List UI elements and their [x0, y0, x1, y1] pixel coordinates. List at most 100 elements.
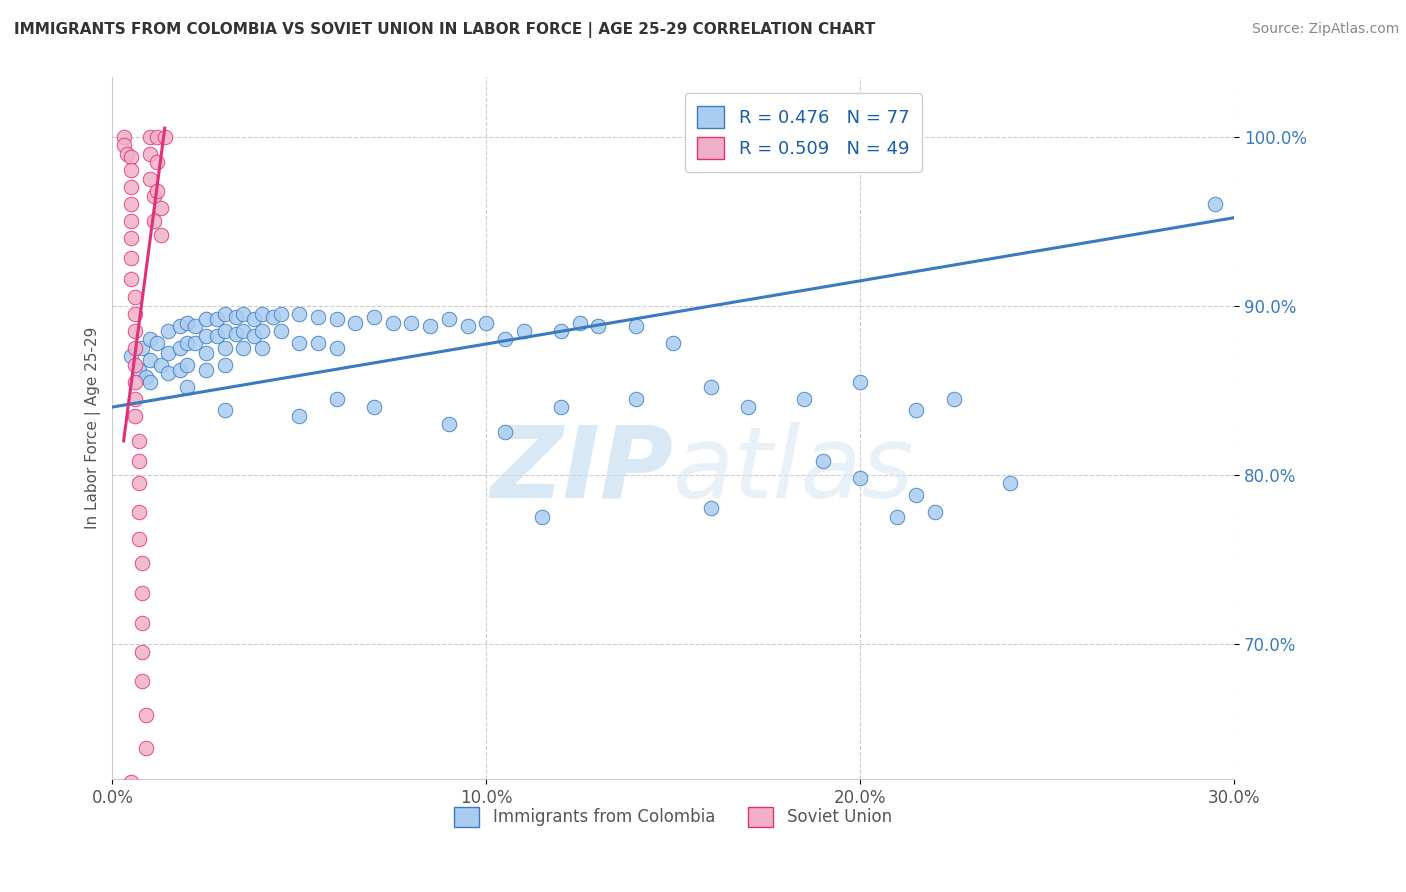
Point — [117, 146, 139, 161]
Point — [325, 392, 347, 406]
Point — [419, 318, 441, 333]
Point — [176, 380, 198, 394]
Point — [512, 324, 534, 338]
Point — [128, 505, 150, 519]
Point — [124, 324, 146, 338]
Point — [243, 312, 266, 326]
Point — [128, 454, 150, 468]
Point — [146, 155, 169, 169]
Point — [120, 349, 142, 363]
Point — [457, 318, 479, 333]
Point — [232, 307, 254, 321]
Point — [262, 310, 284, 325]
Point — [699, 501, 721, 516]
Point — [550, 324, 572, 338]
Point — [307, 310, 329, 325]
Point — [494, 425, 516, 440]
Point — [128, 434, 150, 448]
Point — [112, 129, 135, 144]
Point — [344, 316, 367, 330]
Point — [169, 318, 191, 333]
Point — [139, 129, 162, 144]
Point — [624, 392, 647, 406]
Point — [475, 316, 498, 330]
Point — [232, 341, 254, 355]
Point — [131, 645, 153, 659]
Point — [437, 312, 460, 326]
Legend: Immigrants from Colombia, Soviet Union: Immigrants from Colombia, Soviet Union — [447, 800, 898, 834]
Point — [363, 400, 385, 414]
Point — [905, 488, 928, 502]
Point — [120, 150, 142, 164]
Point — [131, 616, 153, 631]
Point — [135, 741, 157, 756]
Point — [214, 358, 236, 372]
Point — [214, 403, 236, 417]
Point — [120, 163, 142, 178]
Point — [128, 363, 150, 377]
Point — [124, 358, 146, 372]
Point — [120, 214, 142, 228]
Point — [699, 380, 721, 394]
Point — [142, 188, 165, 202]
Point — [793, 392, 815, 406]
Text: atlas: atlas — [673, 422, 915, 519]
Point — [169, 341, 191, 355]
Point — [139, 375, 162, 389]
Point — [183, 318, 205, 333]
Point — [142, 214, 165, 228]
Point — [120, 775, 142, 789]
Point — [243, 329, 266, 343]
Point — [250, 324, 273, 338]
Point — [270, 324, 292, 338]
Point — [146, 335, 169, 350]
Text: IMMIGRANTS FROM COLOMBIA VS SOVIET UNION IN LABOR FORCE | AGE 25-29 CORRELATION : IMMIGRANTS FROM COLOMBIA VS SOVIET UNION… — [14, 22, 876, 38]
Point — [131, 673, 153, 688]
Point — [120, 809, 142, 823]
Point — [194, 329, 217, 343]
Text: ZIP: ZIP — [491, 422, 673, 519]
Point — [194, 312, 217, 326]
Point — [157, 324, 180, 338]
Point — [288, 409, 311, 423]
Point — [325, 312, 347, 326]
Point — [225, 327, 247, 342]
Point — [131, 341, 153, 355]
Point — [325, 341, 347, 355]
Point — [624, 318, 647, 333]
Point — [494, 333, 516, 347]
Point — [662, 335, 685, 350]
Y-axis label: In Labor Force | Age 25-29: In Labor Force | Age 25-29 — [86, 327, 101, 529]
Point — [183, 335, 205, 350]
Point — [150, 227, 173, 242]
Point — [120, 252, 142, 266]
Point — [531, 510, 554, 524]
Point — [124, 290, 146, 304]
Point — [194, 363, 217, 377]
Point — [135, 369, 157, 384]
Point — [363, 310, 385, 325]
Point — [169, 363, 191, 377]
Point — [942, 392, 965, 406]
Point — [139, 172, 162, 186]
Point — [849, 471, 872, 485]
Point — [225, 310, 247, 325]
Point — [381, 316, 404, 330]
Point — [124, 392, 146, 406]
Point — [588, 318, 610, 333]
Point — [998, 476, 1021, 491]
Point — [205, 312, 228, 326]
Point — [550, 400, 572, 414]
Point — [120, 271, 142, 285]
Point — [124, 375, 146, 389]
Point — [214, 341, 236, 355]
Point — [153, 129, 176, 144]
Point — [176, 335, 198, 350]
Point — [270, 307, 292, 321]
Point — [146, 184, 169, 198]
Text: Source: ZipAtlas.com: Source: ZipAtlas.com — [1251, 22, 1399, 37]
Point — [131, 556, 153, 570]
Point — [437, 417, 460, 431]
Point — [811, 454, 834, 468]
Point — [139, 146, 162, 161]
